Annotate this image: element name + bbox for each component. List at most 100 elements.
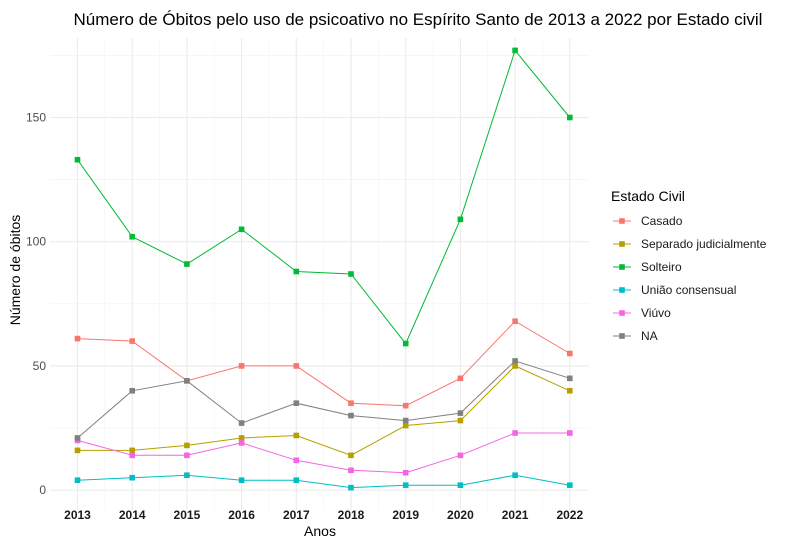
x-axis-ticks: 2013 2014 2015 2016 2017 2018 2019 2020 2021 2022 xyxy=(64,508,583,522)
data-point xyxy=(129,338,135,344)
data-point xyxy=(348,271,354,277)
legend-item: Separado judicialmente xyxy=(613,237,767,251)
data-point xyxy=(74,477,81,483)
series-5 xyxy=(74,430,573,476)
legend-label: Casado xyxy=(641,214,683,228)
data-point xyxy=(348,467,354,474)
data-point xyxy=(348,400,354,406)
data-point xyxy=(457,216,464,223)
data-point xyxy=(457,410,464,416)
series-line xyxy=(77,320,571,407)
data-point xyxy=(512,472,518,479)
x-tick-label: 2016 xyxy=(228,508,255,522)
x-tick-label: 2020 xyxy=(447,508,474,522)
data-point xyxy=(293,363,300,369)
series-line xyxy=(77,474,570,489)
data-point xyxy=(129,474,135,481)
data-point xyxy=(567,482,573,488)
data-point xyxy=(402,422,409,429)
data-point xyxy=(293,268,300,275)
x-tick-label: 2013 xyxy=(64,508,91,522)
data-point xyxy=(129,387,135,394)
legend-item: Viúvo xyxy=(613,306,671,320)
y-tick-label: 50 xyxy=(33,359,47,373)
x-tick-label: 2019 xyxy=(392,508,419,522)
legend-label: União consensual xyxy=(641,283,736,297)
data-point xyxy=(293,432,300,439)
series-4 xyxy=(74,472,573,491)
legend-key-point xyxy=(619,241,625,247)
x-tick-label: 2017 xyxy=(283,508,310,522)
data-point xyxy=(74,156,81,163)
data-point xyxy=(402,417,409,424)
data-point xyxy=(512,430,518,436)
data-point xyxy=(512,47,518,54)
data-point xyxy=(567,387,573,394)
data-point xyxy=(238,226,245,233)
data-point xyxy=(402,469,409,476)
legend-item: Casado xyxy=(613,214,683,228)
data-point xyxy=(129,233,135,240)
x-tick-label: 2014 xyxy=(119,508,146,522)
y-axis-ticks: 0 50 100 150 xyxy=(26,110,46,497)
y-tick-label: 0 xyxy=(39,483,46,497)
series-line xyxy=(77,432,570,474)
legend-key-point xyxy=(619,310,625,316)
chart-title: Número de Óbitos pelo uso de psicoativo … xyxy=(74,10,763,29)
series-2 xyxy=(74,363,573,459)
legend-label: Solteiro xyxy=(641,260,682,274)
legend-key-point xyxy=(619,218,625,224)
data-point xyxy=(457,375,464,382)
legend-item: Solteiro xyxy=(613,260,682,274)
y-tick-label: 150 xyxy=(26,110,46,124)
data-point xyxy=(348,452,354,459)
data-point xyxy=(567,114,573,121)
data-point xyxy=(238,420,245,426)
legend-label: NA xyxy=(641,329,658,343)
data-point xyxy=(348,484,354,491)
data-point xyxy=(74,447,81,454)
series-group xyxy=(74,47,573,491)
y-tick-label: 100 xyxy=(26,235,46,249)
data-point xyxy=(512,318,518,324)
series-6 xyxy=(74,358,573,441)
legend-item: União consensual xyxy=(613,283,736,297)
x-tick-label: 2018 xyxy=(338,508,365,522)
grid xyxy=(50,38,589,510)
series-line xyxy=(77,360,570,439)
data-point xyxy=(457,452,464,459)
data-point xyxy=(184,261,190,267)
data-point xyxy=(74,335,81,342)
data-point xyxy=(184,442,190,449)
data-point xyxy=(567,350,573,357)
data-point xyxy=(457,417,464,424)
data-point xyxy=(402,402,409,409)
data-point xyxy=(184,452,190,459)
x-tick-label: 2021 xyxy=(502,508,529,522)
data-point xyxy=(238,363,245,369)
data-point xyxy=(184,472,190,479)
legend-label: Viúvo xyxy=(641,306,671,320)
legend-title: Estado Civil xyxy=(611,188,685,204)
data-point xyxy=(567,375,573,382)
legend-key-point xyxy=(619,333,625,339)
data-point xyxy=(74,435,81,441)
x-tick-label: 2015 xyxy=(174,508,201,522)
legend-label: Separado judicialmente xyxy=(641,237,767,251)
data-point xyxy=(238,435,245,441)
data-point xyxy=(184,378,190,384)
data-point xyxy=(457,482,464,488)
data-point xyxy=(348,412,354,419)
series-3 xyxy=(74,47,573,347)
legend-key-point xyxy=(619,264,625,270)
x-axis-title: Anos xyxy=(304,523,336,539)
data-point xyxy=(293,400,300,406)
legend-item: NA xyxy=(613,329,658,343)
data-point xyxy=(402,340,409,347)
data-point xyxy=(238,477,245,483)
y-axis-title: Número de óbitos xyxy=(7,215,23,326)
data-point xyxy=(567,430,573,436)
series-line xyxy=(77,365,571,456)
data-point xyxy=(512,358,518,364)
